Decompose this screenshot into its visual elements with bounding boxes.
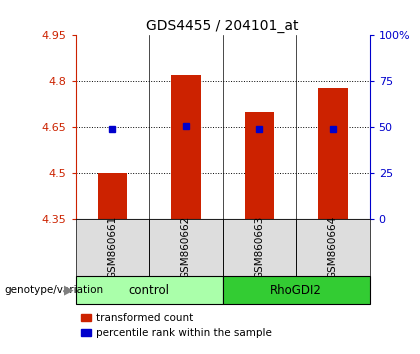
Text: RhoGDI2: RhoGDI2 [270, 284, 322, 297]
Text: genotype/variation: genotype/variation [4, 285, 103, 295]
Text: control: control [129, 284, 170, 297]
Title: GDS4455 / 204101_at: GDS4455 / 204101_at [146, 19, 299, 33]
Text: ▶: ▶ [64, 284, 74, 297]
Bar [171, 75, 201, 219]
Bar [76, 219, 149, 276]
Text: GSM860661: GSM860661 [108, 216, 117, 279]
Text: GSM860663: GSM860663 [255, 216, 264, 279]
Text: GSM860662: GSM860662 [181, 216, 191, 279]
Bar [76, 276, 223, 304]
Bar [223, 219, 296, 276]
Bar [244, 112, 274, 219]
Bar [149, 219, 223, 276]
Text: GSM860664: GSM860664 [328, 216, 338, 279]
Legend: transformed count, percentile rank within the sample: transformed count, percentile rank withi… [81, 313, 272, 338]
Bar [223, 276, 370, 304]
Bar [296, 219, 370, 276]
Bar [318, 87, 348, 219]
Bar [97, 172, 127, 219]
